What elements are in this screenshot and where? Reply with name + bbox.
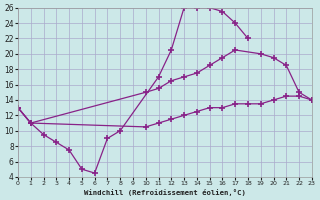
X-axis label: Windchill (Refroidissement éolien,°C): Windchill (Refroidissement éolien,°C) [84, 189, 246, 196]
